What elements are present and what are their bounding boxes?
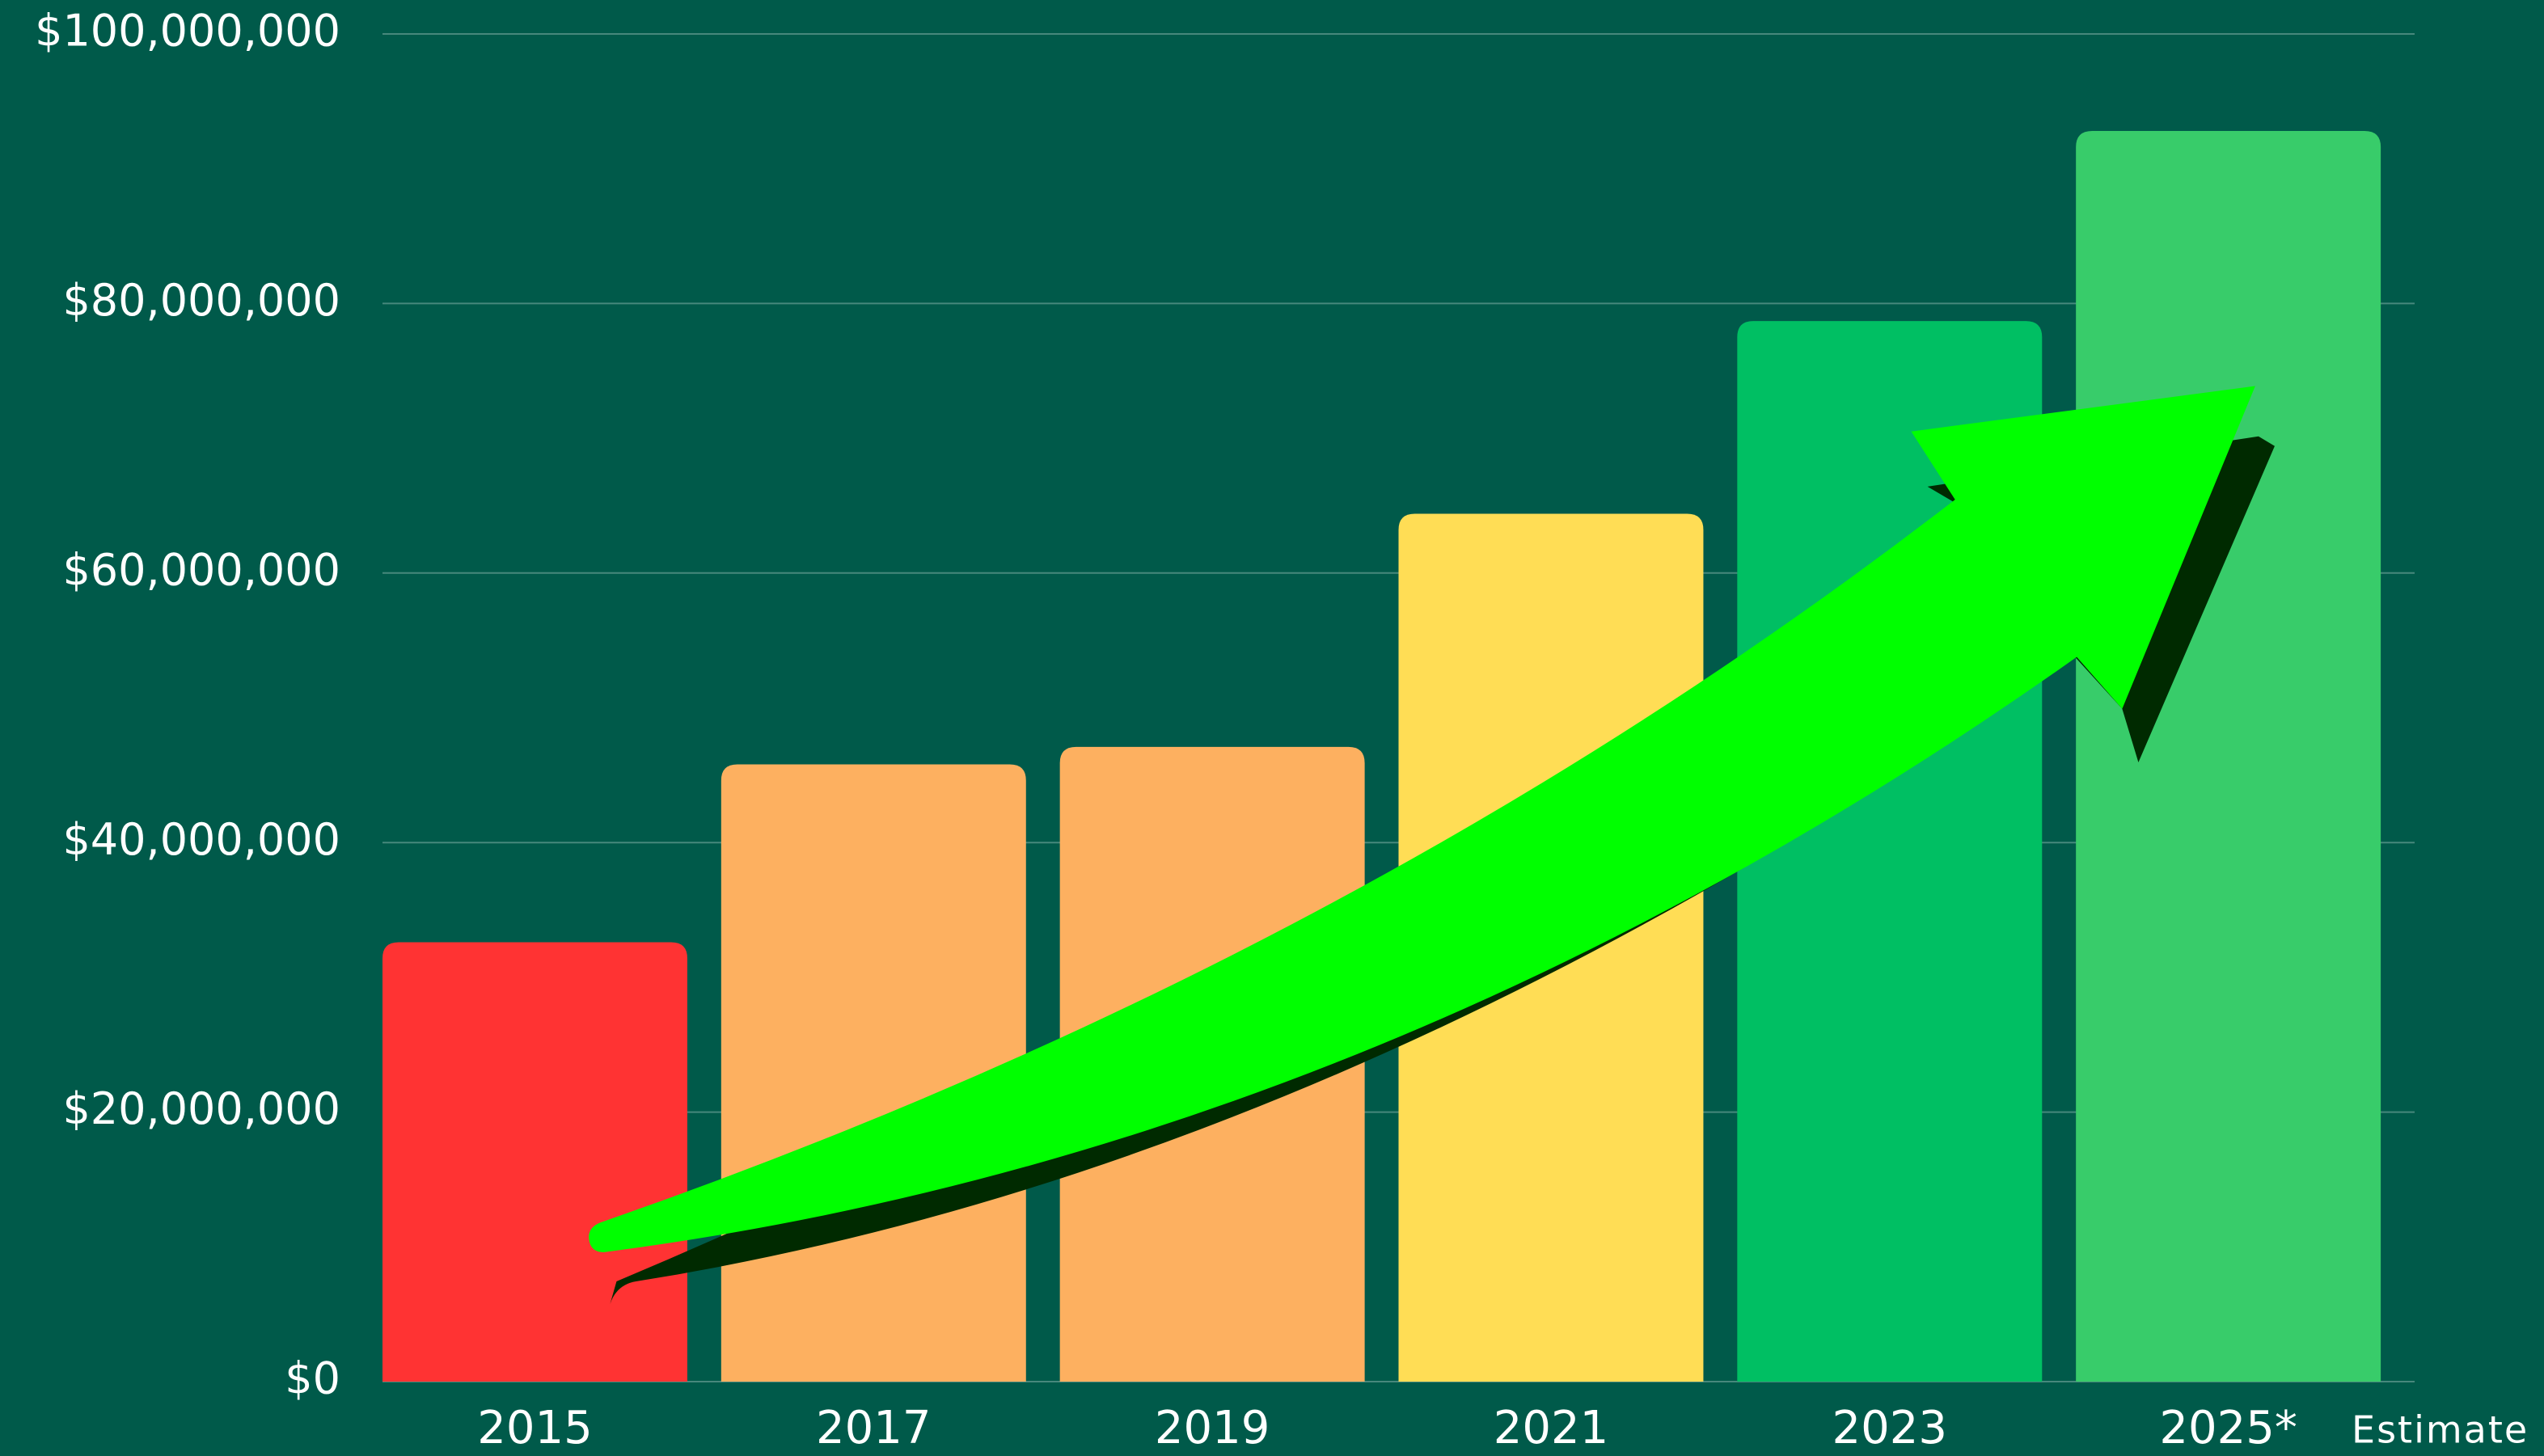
x-tick-label: 2019	[1155, 1402, 1270, 1454]
y-tick-label: $0	[285, 1353, 340, 1404]
y-tick-label: $80,000,000	[62, 275, 340, 326]
arrow	[589, 386, 2255, 1252]
x-tick-label: 2025*	[2159, 1402, 2297, 1454]
x-tick-label: 2015	[477, 1402, 593, 1454]
y-tick-label: $100,000,000	[35, 6, 340, 57]
bar	[721, 764, 1026, 1382]
y-tick-label: $60,000,000	[62, 544, 340, 595]
x-tick-label: 2023	[1832, 1402, 1948, 1454]
bar	[2076, 131, 2381, 1382]
x-tick-label: 2017	[816, 1402, 932, 1454]
trend-arrow	[589, 386, 2275, 1305]
bar	[382, 942, 687, 1382]
labels: $0 $20,000,000 $40,000,000 $60,000,000 $80,0…	[35, 6, 2529, 1455]
x-tick-label: 2021	[1494, 1402, 1609, 1454]
y-tick-label: $20,000,000	[62, 1083, 340, 1134]
y-tick-label: $40,000,000	[62, 814, 340, 865]
annotation: Estimate	[2352, 1408, 2529, 1452]
